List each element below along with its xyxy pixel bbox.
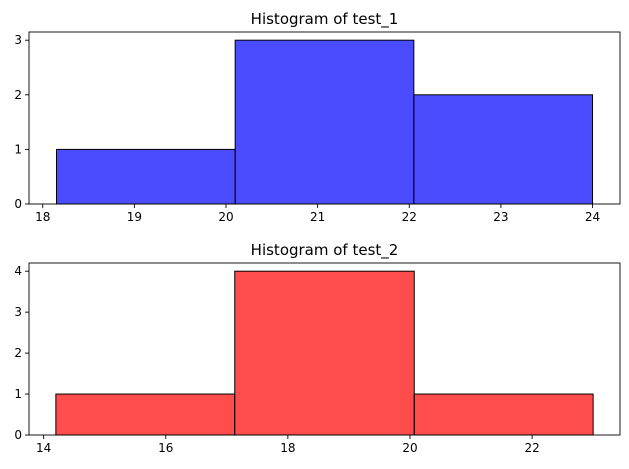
chart-title: Histogram of test_2 — [251, 241, 399, 260]
x-tick-label: 22 — [402, 210, 417, 224]
histogram-bar-2 — [234, 39, 415, 205]
x-tick-label: 20 — [218, 210, 233, 224]
axes-frame — [28, 31, 621, 205]
x-tick-label: 20 — [402, 441, 417, 455]
histogram-bar-2 — [234, 270, 415, 436]
histogram-bar-1 — [55, 393, 236, 436]
y-tick-label: 4 — [14, 264, 22, 278]
histogram-bar-3 — [413, 393, 594, 436]
histogram-bar-3 — [413, 94, 594, 205]
y-tick-label: 3 — [14, 305, 22, 319]
x-tick-label: 14 — [36, 441, 51, 455]
bars — [55, 270, 594, 436]
y-tick-label: 0 — [14, 428, 22, 442]
bars — [55, 39, 594, 205]
ticks: 14 16 18 20 22 0 1 2 3 4 — [14, 264, 539, 455]
y-tick-label: 0 — [14, 197, 22, 211]
axes-frame — [28, 262, 621, 436]
x-tick-label: 22 — [524, 441, 539, 455]
x-tick-label: 24 — [585, 210, 600, 224]
y-tick-label: 3 — [14, 33, 22, 47]
x-tick-label: 18 — [35, 210, 50, 224]
x-tick-label: 18 — [280, 441, 295, 455]
y-tick-label: 1 — [14, 142, 22, 156]
x-tick-label: 16 — [158, 441, 173, 455]
x-tick-label: 21 — [310, 210, 325, 224]
x-tick-label: 23 — [493, 210, 508, 224]
histogram-bar-1 — [55, 148, 236, 205]
y-tick-label: 1 — [14, 387, 22, 401]
subplot-test-2: Histogram of test_2 14 16 18 20 22 0 1 2 3 4 — [14, 241, 621, 455]
x-tick-label: 19 — [127, 210, 142, 224]
y-tick-label: 2 — [14, 88, 22, 102]
y-tick-label: 2 — [14, 346, 22, 360]
chart-title: Histogram of test_1 — [251, 10, 399, 29]
